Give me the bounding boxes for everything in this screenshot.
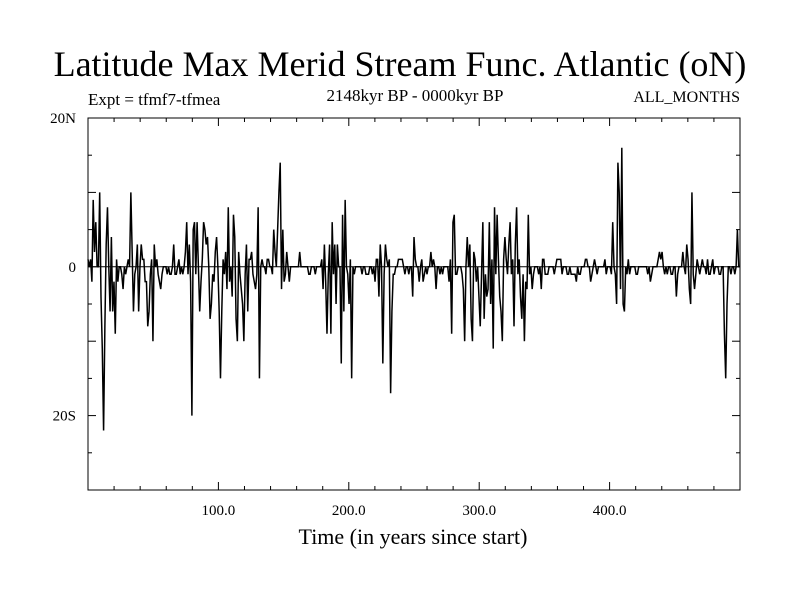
- x-tick-label: 400.0: [593, 503, 627, 519]
- period-label: 2148kyr BP - 0000kyr BP: [326, 86, 504, 105]
- x-tick-label: 100.0: [202, 503, 236, 519]
- x-tick-label: 200.0: [332, 503, 366, 519]
- x-tick-label: 300.0: [462, 503, 496, 519]
- series-line: [87, 147, 740, 431]
- x-axis-label: Time (in years since start): [298, 524, 528, 549]
- experiment-label: Expt = tfmf7-tfmea: [88, 90, 221, 109]
- plot-frame: [87, 117, 741, 491]
- months-label: ALL_MONTHS: [633, 89, 740, 106]
- y-tick-label: 20N: [50, 111, 76, 127]
- y-tick-label: 0: [69, 260, 77, 276]
- x-axis: 100.0 200.0 300.0 400.0: [113, 118, 715, 519]
- y-tick-label: 20S: [53, 409, 76, 425]
- chart-title: Latitude Max Merid Stream Func. Atlantic…: [53, 44, 747, 84]
